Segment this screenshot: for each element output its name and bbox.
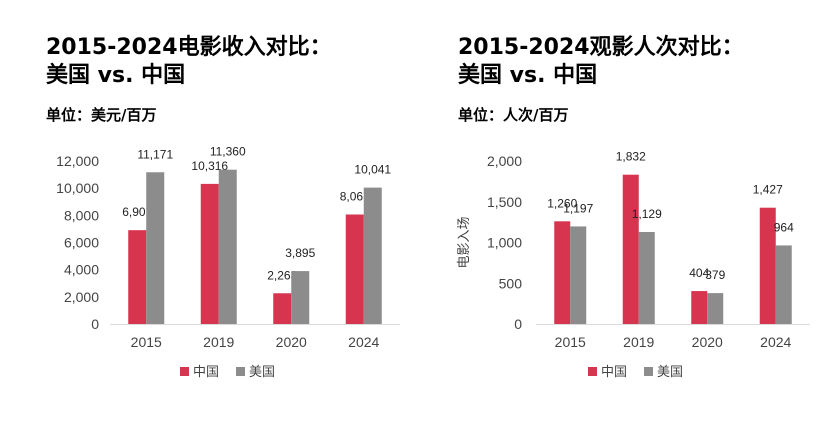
y-tick-label: 0 xyxy=(91,316,99,332)
data-label: 10,041 xyxy=(354,163,391,177)
china-bar xyxy=(622,174,639,324)
usa-bar xyxy=(146,172,165,324)
china-bar xyxy=(273,293,292,324)
y-tick-label: 12,000 xyxy=(56,153,99,169)
usa-legend-label: 美国 xyxy=(657,365,683,380)
usa-bar xyxy=(570,226,587,324)
data-label: 11,360 xyxy=(210,145,246,159)
x-tick-label: 2020 xyxy=(692,334,723,350)
admissions-panel: 2015-2024观影人次对比： 美国 vs. 中国 单位：人次/百万 0 500… xyxy=(418,0,836,430)
y-tick-label: 4,000 xyxy=(64,262,99,278)
admissions-title-line1: 2015-2024观影人次对比： xyxy=(458,35,744,60)
china-legend-swatch xyxy=(588,367,597,376)
usa-legend-swatch xyxy=(644,367,653,376)
data-label: 11,171 xyxy=(137,147,173,161)
data-label: 379 xyxy=(705,268,725,282)
data-label: 1,129 xyxy=(632,207,662,221)
china-bar xyxy=(554,221,571,324)
x-tick-label: 2024 xyxy=(760,334,791,350)
usa-bar xyxy=(218,169,237,324)
x-tick-label: 2015 xyxy=(555,334,586,350)
usa-legend-swatch xyxy=(236,367,245,376)
y-tick-label: 2,000 xyxy=(64,289,99,305)
data-label: 1,832 xyxy=(616,150,646,164)
data-label: 10,316 xyxy=(191,159,228,173)
admissions-unit-label: 单位：人次/百万 xyxy=(458,106,569,124)
y-tick-label: 1,000 xyxy=(487,235,522,251)
china-bar xyxy=(128,230,147,324)
data-label: 1,197 xyxy=(563,201,593,215)
y-tick-label: 8,000 xyxy=(64,207,99,223)
usa-bar xyxy=(363,187,382,324)
usa-bar xyxy=(707,293,724,324)
x-tick-label: 2019 xyxy=(203,334,234,350)
china-legend-label: 中国 xyxy=(193,365,219,380)
revenue-title-line2: 美国 vs. 中国 xyxy=(46,63,186,88)
china-bar xyxy=(345,214,364,324)
y-tick-label: 6,000 xyxy=(64,235,99,251)
x-tick-label: 2015 xyxy=(131,334,162,350)
china-bar xyxy=(200,183,219,324)
y-tick-label: 10,000 xyxy=(56,180,99,196)
y-tick-label: 0 xyxy=(514,316,522,332)
x-tick-label: 2024 xyxy=(348,334,379,350)
x-tick-label: 2019 xyxy=(623,334,654,350)
revenue-chart-title: 2015-2024电影收入对比： 美国 vs. 中国 xyxy=(46,34,332,90)
china-bar xyxy=(759,207,776,324)
data-label: 964 xyxy=(774,220,794,234)
y-tick-label: 1,500 xyxy=(487,194,522,210)
data-label: 8,061 xyxy=(340,190,370,204)
china-bar xyxy=(691,291,708,324)
y-axis-title: 电影入场 xyxy=(457,216,472,268)
admissions-chart-title: 2015-2024观影人次对比： 美国 vs. 中国 xyxy=(458,34,744,90)
revenue-bar-chart: 0 2,000 4,000 6,000 8,000 10,000 12,000 2015 6,9… xyxy=(56,145,400,380)
data-label: 404 xyxy=(689,266,709,280)
revenue-title-line1: 2015-2024电影收入对比： xyxy=(46,35,332,60)
data-label: 2,263 xyxy=(267,268,297,282)
y-tick-label: 2,000 xyxy=(487,153,522,169)
revenue-unit-label: 单位：美元/百万 xyxy=(46,106,157,124)
data-label: 3,895 xyxy=(285,246,315,260)
data-label: 1,260 xyxy=(547,196,577,210)
china-legend-swatch xyxy=(180,367,189,376)
data-label: 1,427 xyxy=(753,183,783,197)
data-label: 6,907 xyxy=(122,205,152,219)
y-tick-label: 500 xyxy=(499,275,523,291)
usa-bar xyxy=(291,271,310,324)
x-tick-label: 2020 xyxy=(276,334,307,350)
usa-bar xyxy=(638,231,655,324)
usa-legend-label: 美国 xyxy=(249,365,275,380)
usa-bar xyxy=(775,245,792,324)
china-legend-label: 中国 xyxy=(601,365,627,380)
revenue-panel: 2015-2024电影收入对比： 美国 vs. 中国 单位：美元/百万 0 2,0… xyxy=(0,0,418,430)
admissions-title-line2: 美国 vs. 中国 xyxy=(458,63,598,88)
